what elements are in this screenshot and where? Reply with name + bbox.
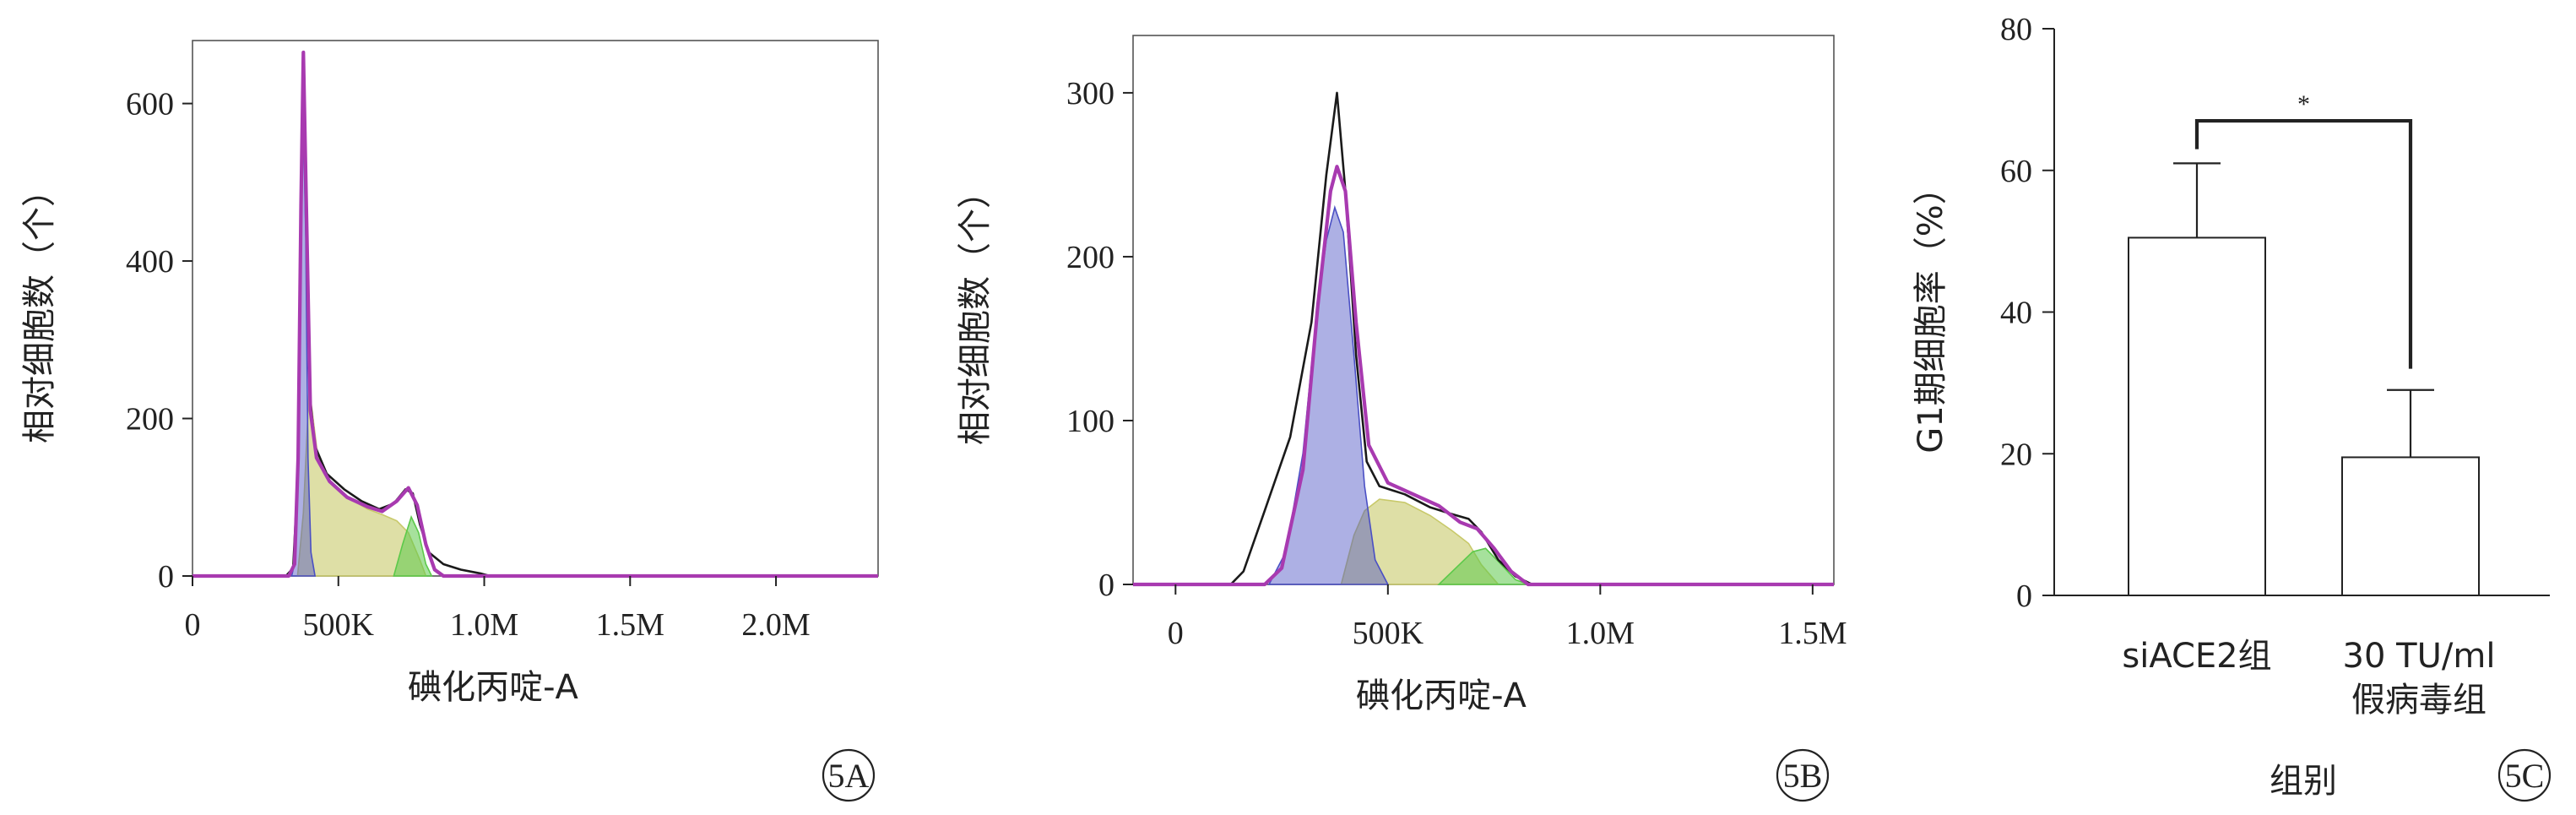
y-axis-label: 相对细胞数（个） [956, 175, 995, 445]
x-axis-label: 组别 [2270, 762, 2337, 801]
y-tick-label: 60 [2000, 154, 2032, 189]
x-tick-label: 500K [303, 607, 375, 643]
panel-label-circle [1776, 748, 1830, 802]
x-tick-label: 1.5M [596, 607, 664, 643]
category-label: 30 TU/ml [2343, 637, 2496, 676]
y-tick-label: 0 [2016, 579, 2032, 614]
y-tick-label: 300 [1066, 76, 1114, 111]
x-tick-label: 1.5M [1778, 616, 1847, 651]
y-tick-label: 100 [1066, 404, 1114, 439]
series-g2-peak-area [393, 514, 433, 577]
panel-label: 5A [828, 757, 870, 795]
significance-bracket [2194, 118, 2413, 369]
y-tick-label: 400 [126, 244, 174, 280]
y-axis-label: G1期细胞率（%） [1912, 171, 1950, 453]
series-fit-line [193, 50, 878, 579]
panel-label: 5B [1783, 757, 1823, 795]
y-tick-label: 20 [2000, 437, 2032, 472]
panel-label-circle [2497, 748, 2552, 802]
panel-5B: 0 500K 1.0M 1.5M 0 100 200 300 碘化丙啶-A 相对细胞数（个） 5B [956, 35, 1847, 802]
bar [2128, 236, 2266, 596]
x-tick-label: 1.0M [450, 607, 518, 643]
significance-marker: * [2297, 90, 2310, 118]
bar [2341, 456, 2480, 596]
y-tick-label: 80 [2000, 12, 2032, 47]
y-tick-label: 200 [1066, 240, 1114, 275]
y-tick-label: 600 [126, 87, 174, 122]
plot-frame [1132, 35, 1835, 585]
y-tick-label: 0 [1098, 568, 1114, 603]
category-label: siACE2组 [2122, 637, 2271, 676]
series-raw-line [1133, 91, 1834, 586]
x-axis-label: 碘化丙啶-A [408, 668, 578, 707]
panel-label-circle [822, 748, 876, 802]
x-tick-label: 2.0M [741, 607, 810, 643]
series-fit-line [1133, 165, 1834, 587]
y-tick-label: 200 [126, 402, 174, 437]
x-tick-label: 1.0M [1566, 616, 1635, 651]
panel-5A: 0 500K 1.0M 1.5M 2.0M 0 200 400 600 碘化丙啶-A 相对细胞数（个… [20, 40, 879, 802]
x-tick-label: 500K [1353, 616, 1424, 651]
y-tick-label: 40 [2000, 296, 2032, 331]
x-tick-label: 0 [1168, 616, 1184, 651]
panel-label: 5C [2505, 757, 2545, 795]
x-tick-label: 0 [185, 607, 201, 643]
category-label: 假病毒组 [2351, 681, 2487, 720]
y-tick-label: 0 [158, 559, 174, 595]
y-axis-label: 相对细胞数（个） [20, 173, 59, 443]
x-axis-label: 碘化丙啶-A [1356, 676, 1527, 715]
series-g1-peak-area [1267, 204, 1390, 585]
